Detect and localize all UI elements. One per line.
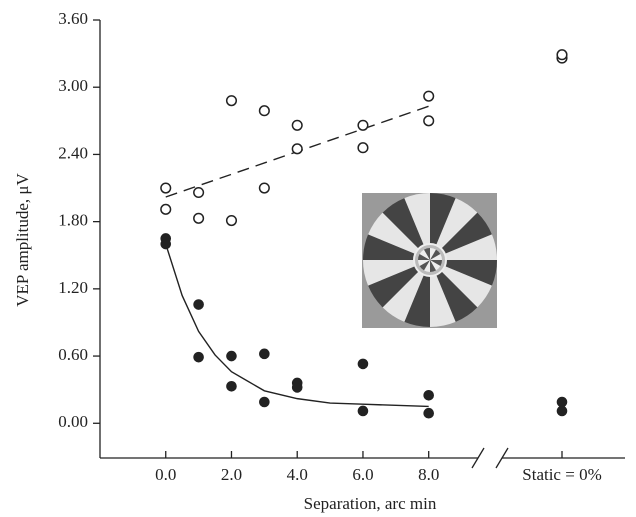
inset-wedge (382, 260, 430, 322)
data-point (225, 214, 238, 227)
data-point (423, 389, 434, 401)
static-label: Static = 0% (522, 465, 601, 484)
data-point (226, 381, 237, 392)
x-tick-label: 4.0 (287, 465, 308, 484)
inset-center-wedge (419, 260, 430, 271)
data-point (193, 351, 204, 363)
inset-center-wedge (430, 260, 442, 266)
y-tick-label: 0.60 (58, 345, 88, 364)
data-point (160, 238, 172, 250)
data-point (226, 350, 237, 362)
inset-center-wedge (418, 254, 430, 260)
inset-wedge (430, 260, 497, 286)
data-point (193, 212, 205, 224)
x-tick-label: 6.0 (352, 465, 373, 484)
inset-wedge (430, 234, 497, 260)
inset-center-wedge (424, 260, 430, 272)
inset-center-wedge (430, 249, 441, 260)
fit-line (165, 243, 429, 408)
inset-wedge (430, 198, 478, 260)
y-tick-label: 1.20 (58, 278, 88, 297)
y-tick-label: 0.00 (58, 412, 88, 431)
inset-image (362, 193, 497, 328)
inset-wedge (382, 198, 430, 260)
inset-center-wedge (419, 249, 430, 260)
data-point (193, 186, 205, 199)
inset-wedge (430, 212, 492, 260)
data-point (291, 119, 303, 131)
inset-wedge (430, 260, 492, 308)
data-point (357, 142, 369, 154)
inset-center-wedge (430, 248, 436, 260)
data-point (291, 382, 303, 393)
inset-wedge (430, 260, 456, 327)
y-tick-label: 1.80 (58, 211, 88, 230)
static-point (556, 396, 568, 408)
x-tick-label: 2.0 (221, 465, 242, 484)
data-point (259, 348, 270, 360)
data-point (225, 95, 238, 107)
data-point (259, 396, 270, 408)
data-point (258, 182, 270, 194)
data-point (160, 203, 172, 215)
axis-break (471, 447, 485, 469)
inset-center-wedge (430, 260, 436, 272)
data-point (357, 358, 369, 370)
data-point (423, 407, 434, 419)
inset-center-wedge (430, 260, 441, 271)
inset-wedge (404, 193, 430, 260)
data-point (258, 105, 270, 117)
inset-wedge (404, 260, 430, 328)
x-tick-label: 8.0 (418, 465, 439, 484)
data-point (423, 90, 435, 102)
x-tick-label: 0.0 (155, 465, 176, 484)
data-point (423, 115, 435, 127)
inset-center-wedge (424, 248, 430, 260)
inset-center-wedge (418, 260, 430, 266)
static-point (556, 49, 568, 61)
data-point (193, 299, 204, 310)
axis-break (495, 447, 509, 469)
inset-center-wedge (430, 254, 442, 260)
data-point (160, 182, 172, 194)
inset-wedge (368, 212, 430, 260)
inset-wedge (363, 260, 430, 286)
inset-wedge (363, 234, 430, 260)
data-point (357, 405, 369, 417)
inset-wedge (430, 193, 456, 260)
y-tick-label: 3.60 (58, 9, 88, 28)
static-point (556, 405, 568, 417)
x-axis-title: Separation, arc min (304, 494, 437, 513)
y-tick-label: 3.00 (58, 76, 88, 95)
inset-wedge (368, 260, 430, 308)
y-axis-title: VEP amplitude, μV (13, 172, 32, 306)
data-point (357, 119, 369, 131)
data-point (291, 143, 303, 155)
inset-wedge (430, 260, 478, 322)
y-tick-label: 2.40 (58, 143, 88, 162)
